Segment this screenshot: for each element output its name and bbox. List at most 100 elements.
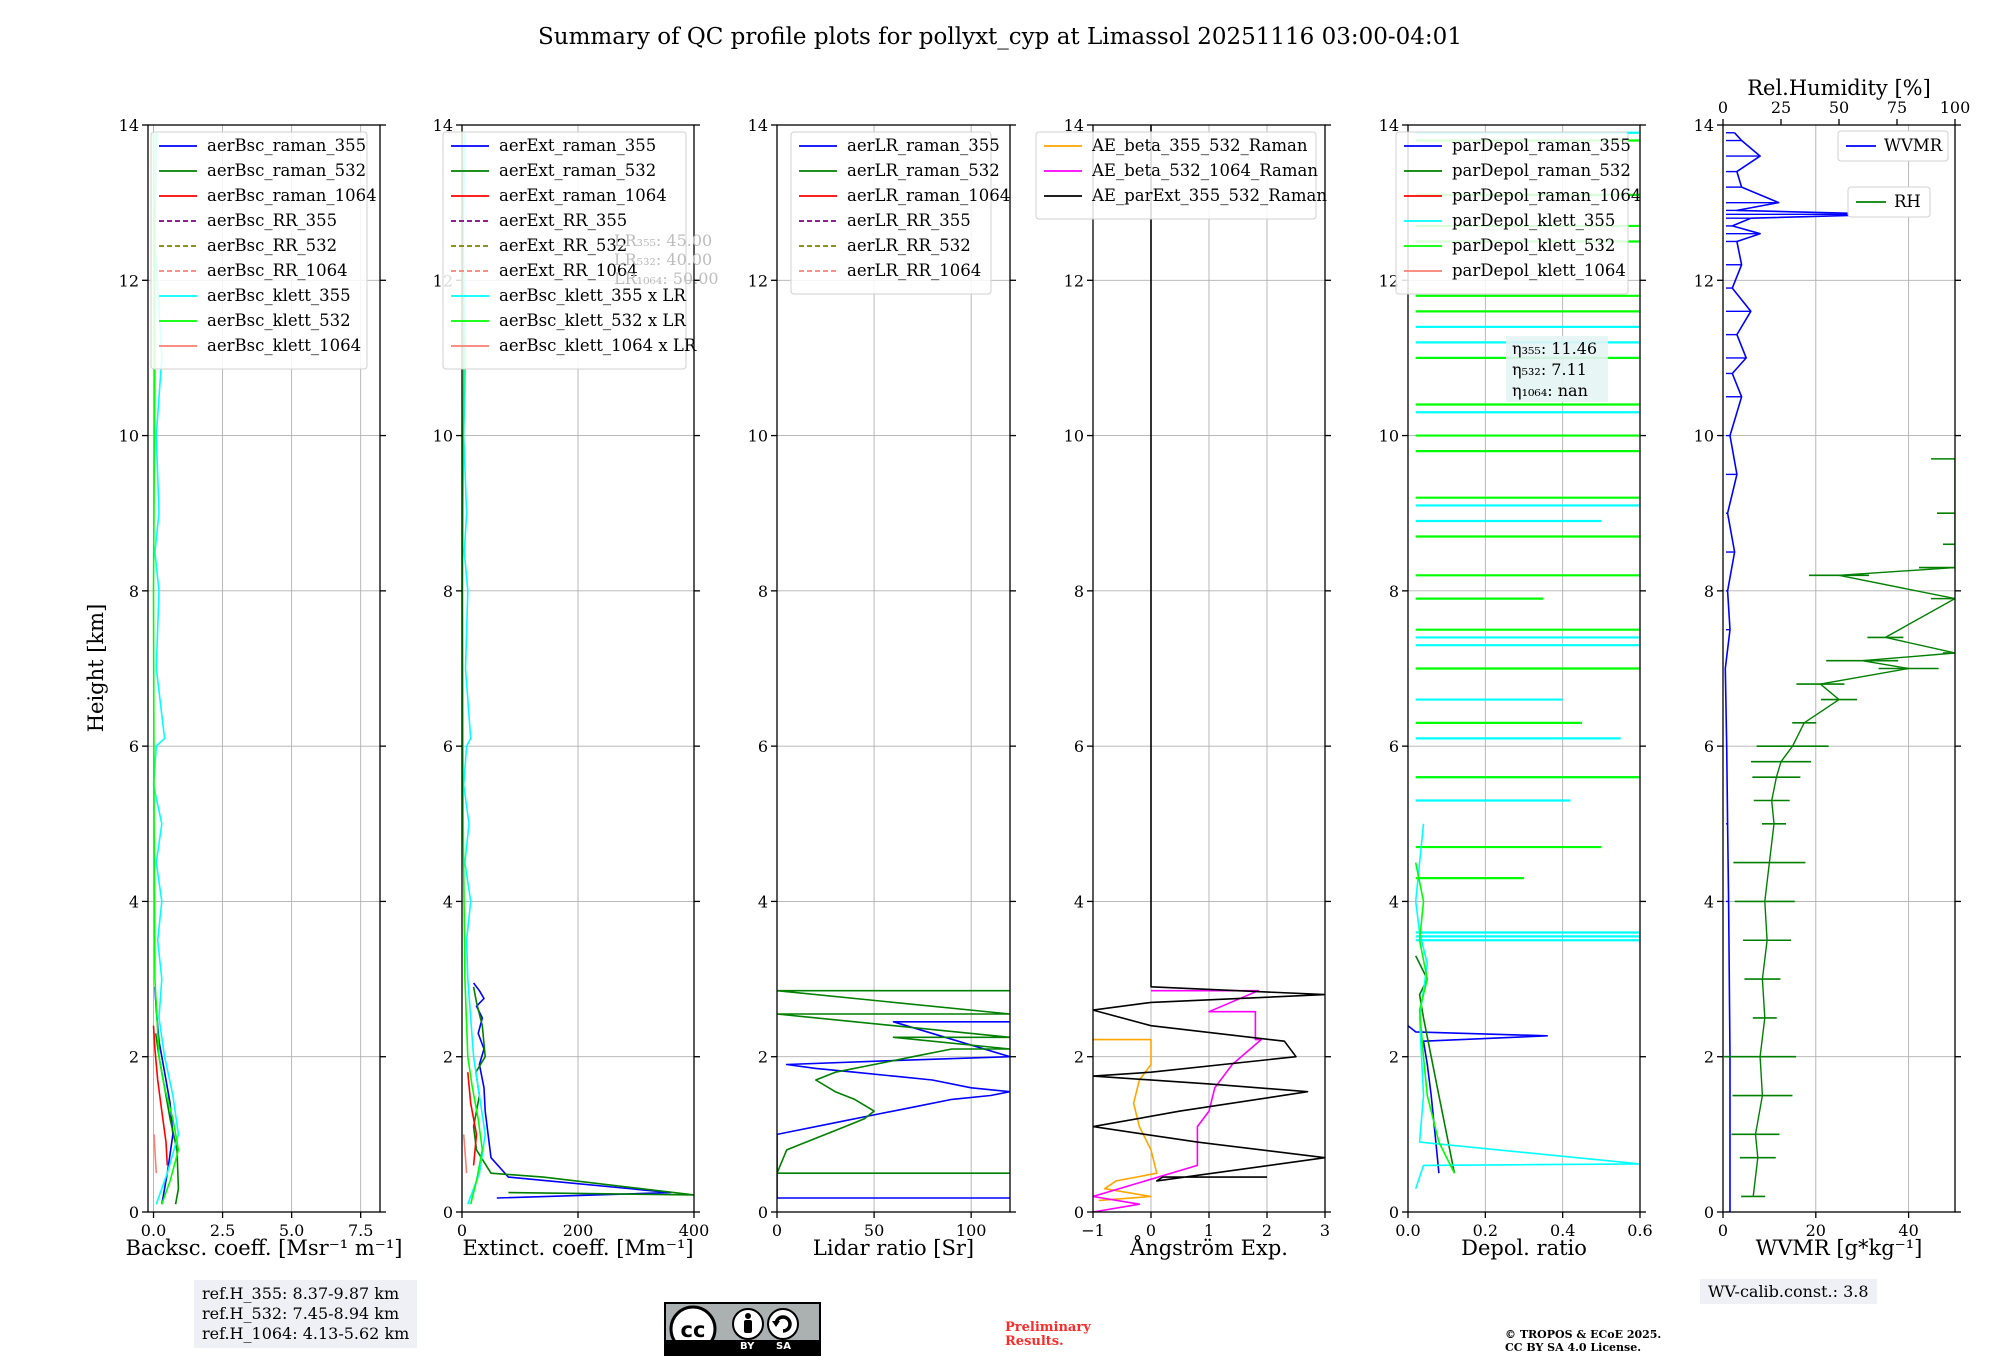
- legend-label: aerLR_RR_1064: [847, 261, 981, 280]
- license-label-sa: SA: [776, 1341, 791, 1352]
- y-tick-label: 6: [758, 737, 768, 756]
- y-tick-label: 12: [1379, 271, 1399, 290]
- y-tick-label: 0: [1704, 1203, 1714, 1222]
- legend-label: aerLR_RR_355: [847, 211, 971, 230]
- legend-label: aerLR_raman_532: [847, 161, 1000, 180]
- series-AE_beta_532_1064_Raman: [1093, 989, 1262, 1212]
- legend-label: aerBsc_klett_532: [207, 311, 351, 330]
- license-label-by: BY: [740, 1341, 755, 1352]
- x-tick-label: 0.0: [141, 1221, 166, 1240]
- x-tick-label: 0: [772, 1221, 782, 1240]
- y-tick-label: 12: [1064, 271, 1084, 290]
- cc-logo-icon: cc: [669, 1305, 717, 1342]
- y-tick-label: 14: [1379, 116, 1399, 135]
- legend-label: aerBsc_RR_532: [207, 236, 337, 255]
- x-axis-label: Lidar ratio [Sr]: [813, 1236, 974, 1260]
- series-aerExt_raman_355: [472, 982, 672, 1199]
- legend-label: parDepol_raman_1064: [1452, 186, 1641, 205]
- y-tick-label: 10: [433, 427, 453, 446]
- panel-water_vapor: 0 20 40 0 2 4 6 8 10 12 14 WVMR [g*kg⁻¹] 0 25 50 75 100 R…: [1694, 76, 1971, 1260]
- legend: AE_beta_355_532_Raman AE_beta_532_1064_Ra…: [1035, 131, 1327, 220]
- wv-calibration-box: WV-calib.const.: 3.8: [1700, 1279, 1877, 1304]
- attribution-icon: [732, 1308, 764, 1340]
- series-aerExt_raman_1064: [467, 1072, 478, 1166]
- legend-label: aerExt_raman_355: [499, 136, 656, 155]
- series-group: [462, 132, 694, 1205]
- y-tick-label: 2: [1704, 1048, 1714, 1067]
- legend-label: AE_parExt_355_532_Raman: [1091, 186, 1327, 205]
- series-group: [1093, 125, 1325, 1212]
- legend-label: RH: [1894, 192, 1921, 211]
- y-tick-label: 6: [129, 737, 139, 756]
- x-axis-label: Backsc. coeff. [Msr⁻¹ m⁻¹]: [126, 1236, 403, 1260]
- eta-value: η₅₃₂: 7.11: [1512, 360, 1587, 379]
- legend-box: [1847, 186, 1931, 218]
- x-tick-label: 0.2: [1473, 1221, 1498, 1240]
- legend-label: parDepol_klett_532: [1452, 236, 1615, 255]
- series-aerBsc_raman_1064: [152, 1025, 169, 1166]
- legend-label: WVMR: [1884, 136, 1943, 155]
- legend-label: aerBsc_klett_355: [207, 286, 351, 305]
- y-tick-label: 4: [443, 892, 453, 911]
- legend-label: aerExt_RR_532: [499, 236, 627, 255]
- legend-box: [1837, 130, 1949, 162]
- y-tick-label: 2: [443, 1048, 453, 1067]
- y-tick-label: 12: [119, 271, 139, 290]
- legend-label: aerBsc_klett_532 x LR: [499, 311, 686, 330]
- y-tick-label: 2: [1074, 1048, 1084, 1067]
- y-tick-label: 0: [1389, 1203, 1399, 1222]
- y-tick-label: 0: [758, 1203, 768, 1222]
- y-tick-label: 4: [1074, 892, 1084, 911]
- x-tick-label: 2: [1262, 1221, 1272, 1240]
- y-tick-label: 14: [119, 116, 139, 135]
- y-tick-label: 2: [758, 1048, 768, 1067]
- cc-license-bar: BY SA: [666, 1340, 819, 1354]
- y-tick-label: 10: [1694, 427, 1714, 446]
- legend-label: aerBsc_raman_1064: [207, 186, 377, 205]
- legend: parDepol_raman_355 parDepol_raman_532 parD…: [1395, 131, 1641, 295]
- x-tick-label: 0.6: [1627, 1221, 1652, 1240]
- x-tick-label: 0.4: [1550, 1221, 1575, 1240]
- x-tick-label: 400: [679, 1221, 710, 1240]
- series-aerLR_raman_355: [777, 1020, 1010, 1199]
- x2-tick-label: 75: [1887, 98, 1907, 117]
- y-tick-label: 6: [1074, 737, 1084, 756]
- legend-label: aerLR_RR_532: [847, 236, 971, 255]
- y-tick-label: 8: [129, 582, 139, 601]
- legend-label: aerBsc_klett_355 x LR: [499, 286, 686, 305]
- legend-label: aerLR_raman_355: [847, 136, 1000, 155]
- y-tick-label: 10: [119, 427, 139, 446]
- legend-box: [442, 131, 687, 370]
- x-tick-label: 50: [864, 1221, 884, 1240]
- legend-label: aerExt_RR_355: [499, 211, 627, 230]
- y-tick-label: 8: [1074, 582, 1084, 601]
- ref-height-532: ref.H_532: 7.45-8.94 km: [202, 1304, 400, 1323]
- legend-label: aerLR_raman_1064: [847, 186, 1010, 205]
- series-group: [1724, 132, 1955, 1212]
- panel-backscatter: 0.0 2.5 5.0 7.5 0 2 4 6 8 10 12 14 Backsc. coeff. [M…: [119, 116, 403, 1260]
- series-parDepol_raman_355: [1408, 1025, 1548, 1174]
- series-WVMR: [1724, 132, 1891, 1212]
- y-tick-label: 0: [1074, 1203, 1084, 1222]
- series-AE_parExt_355_532_Raman: [1093, 125, 1325, 1182]
- series-aerExt_raman_532: [472, 986, 694, 1196]
- ref-height-1064: ref.H_1064: 4.13-5.62 km: [202, 1324, 410, 1343]
- ref-height-355: ref.H_355: 8.37-9.87 km: [202, 1284, 400, 1303]
- lidar-ratio-note: LR₃₅₅: 45.00: [614, 231, 712, 250]
- legend-label: aerExt_raman_1064: [499, 186, 667, 205]
- legend-box: [150, 131, 368, 370]
- y-tick-label: 0: [129, 1203, 139, 1222]
- y-tick-label: 8: [1704, 582, 1714, 601]
- lidar-ratio-note: LR₁₀₆₄: 50.00: [614, 269, 719, 288]
- series-group: [152, 132, 180, 1205]
- legend-label: AE_beta_355_532_Raman: [1091, 136, 1308, 155]
- y-tick-label: 4: [1389, 892, 1399, 911]
- legend-label: aerBsc_raman_355: [207, 136, 366, 155]
- y-tick-label: 0: [443, 1203, 453, 1222]
- x-tick-label: 7.5: [348, 1221, 373, 1240]
- x-axis-label: WVMR [g*kg⁻¹]: [1756, 1236, 1923, 1260]
- cc-license-badge[interactable]: cc BY SA: [664, 1302, 821, 1356]
- eta-background: [1506, 336, 1608, 402]
